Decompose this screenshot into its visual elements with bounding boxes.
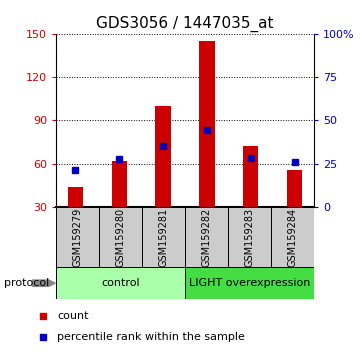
Text: GSM159279: GSM159279	[73, 207, 82, 267]
Bar	[155, 106, 171, 207]
Text: percentile rank within the sample: percentile rank within the sample	[57, 332, 245, 342]
Text: GSM159282: GSM159282	[201, 207, 212, 267]
Bar	[199, 41, 215, 207]
Bar	[56, 207, 99, 267]
Text: GSM159283: GSM159283	[244, 207, 255, 267]
Bar	[99, 207, 142, 267]
Bar	[228, 207, 271, 267]
Bar	[287, 170, 303, 207]
Bar	[68, 187, 83, 207]
Text: control: control	[101, 278, 140, 288]
Text: LIGHT overexpression: LIGHT overexpression	[189, 278, 310, 288]
Text: GSM159281: GSM159281	[158, 207, 169, 267]
Bar	[271, 207, 314, 267]
Text: GSM159284: GSM159284	[288, 207, 297, 267]
Bar	[56, 267, 185, 299]
Bar	[243, 147, 258, 207]
Text: protocol: protocol	[4, 278, 49, 288]
Title: GDS3056 / 1447035_at: GDS3056 / 1447035_at	[96, 16, 274, 32]
Bar	[185, 207, 228, 267]
Text: GSM159280: GSM159280	[116, 207, 126, 267]
Bar	[185, 267, 314, 299]
Bar	[142, 207, 185, 267]
Bar	[112, 161, 127, 207]
Text: count: count	[57, 311, 89, 321]
